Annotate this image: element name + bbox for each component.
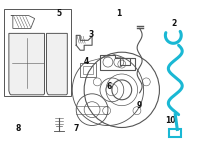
Polygon shape — [47, 33, 67, 95]
Polygon shape — [9, 33, 45, 95]
Text: 10: 10 — [165, 116, 176, 125]
Text: 3: 3 — [88, 30, 94, 39]
Bar — [11, 37, 44, 89]
Bar — [169, 130, 181, 137]
Text: 7: 7 — [74, 124, 79, 133]
Text: 9: 9 — [137, 101, 142, 110]
Text: 6: 6 — [106, 82, 112, 91]
Text: 8: 8 — [15, 124, 20, 133]
Text: 4: 4 — [84, 57, 89, 66]
Bar — [48, 37, 65, 89]
Text: 2: 2 — [172, 19, 177, 28]
Bar — [4, 9, 71, 96]
Bar — [80, 63, 96, 77]
Text: 5: 5 — [57, 9, 62, 18]
Bar — [83, 66, 93, 74]
Text: 1: 1 — [116, 9, 121, 18]
